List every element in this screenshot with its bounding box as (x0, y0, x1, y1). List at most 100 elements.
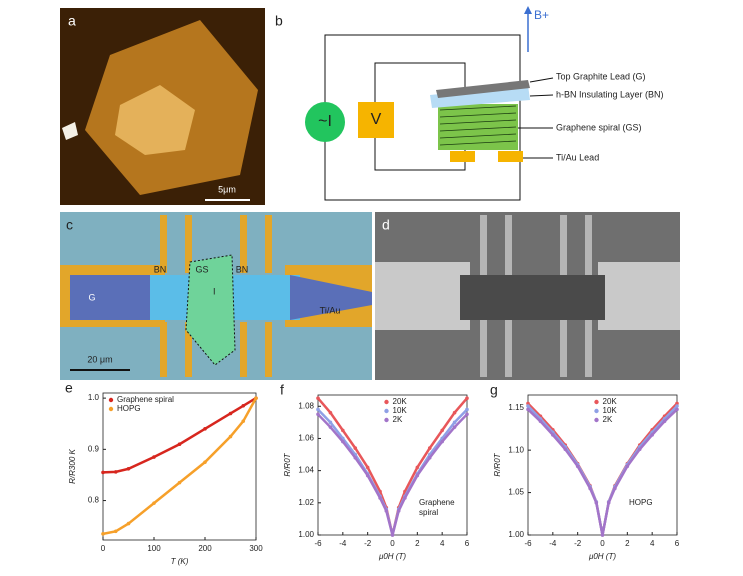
data-point (316, 407, 320, 412)
legend-marker (384, 417, 389, 423)
data-point (177, 442, 182, 447)
top-graphite (436, 80, 530, 98)
bn-layer (430, 85, 530, 108)
panel-letter: c (66, 217, 73, 233)
spiral-outline (185, 254, 236, 366)
afm-particle (62, 122, 78, 140)
y-tick-label: 1.05 (508, 488, 524, 497)
y-tick-label: 1.08 (298, 401, 314, 410)
data-point (152, 501, 156, 505)
data-point (675, 404, 679, 408)
x-axis-label: μ0H (T) (378, 552, 406, 561)
label: BN (154, 264, 167, 274)
x-tick-label: 4 (440, 539, 445, 548)
data-point (378, 496, 382, 500)
legend-label: 20K (393, 397, 408, 406)
y-tick-label: 1.00 (508, 530, 524, 539)
field-arrowhead (524, 6, 532, 14)
graphite (290, 275, 372, 320)
data-point (316, 396, 320, 401)
data-point (427, 455, 432, 460)
panel-letter: b (275, 13, 283, 29)
data-point (551, 433, 555, 437)
label: BN (236, 264, 249, 274)
graphene-spiral (438, 104, 518, 150)
label: Ti/Au (320, 305, 341, 315)
source-label: ~I (318, 113, 332, 130)
data-point (415, 465, 420, 470)
x-tick-label: 0 (390, 539, 395, 548)
data-point (316, 412, 320, 417)
afm-terrace (115, 85, 195, 155)
x-axis-label: μ0H (T) (588, 552, 616, 561)
data-point (606, 500, 611, 505)
data-point (415, 473, 420, 478)
data-point (403, 496, 407, 500)
label: GS (195, 264, 208, 274)
data-point (203, 460, 207, 464)
data-point (625, 464, 630, 469)
data-point (328, 410, 333, 415)
annotation: spiral (419, 508, 438, 517)
data-point (452, 410, 457, 415)
series-line (317, 413, 468, 536)
data-point (203, 427, 207, 431)
x-tick-label: 6 (675, 539, 680, 548)
x-tick-label: 100 (147, 544, 161, 553)
x-tick-label: -6 (314, 539, 322, 548)
legend-label: HOPG (117, 404, 141, 413)
y-tick-label: 1.06 (298, 434, 314, 443)
y-tick-label: 1.00 (298, 530, 314, 539)
data-point (390, 533, 395, 537)
electrode (598, 262, 680, 330)
data-point (440, 428, 444, 433)
data-point (384, 509, 389, 513)
fingers (160, 215, 272, 377)
label: G (88, 292, 95, 302)
data-point (365, 465, 370, 470)
data-point (228, 434, 233, 439)
legend-label: 2K (603, 415, 613, 424)
annotation: HOPG (629, 498, 653, 507)
legend-marker (108, 397, 114, 403)
legend-marker (594, 399, 599, 405)
x-tick-label: 0 (101, 544, 106, 553)
y-tick-label: 1.10 (508, 445, 524, 454)
x-tick-label: 2 (415, 539, 420, 548)
panel-letter: g (490, 382, 498, 398)
meter-label: V (371, 111, 382, 128)
data-point (328, 425, 333, 429)
panel-letter: a (68, 13, 76, 29)
data-point (526, 401, 530, 406)
data-point (113, 529, 118, 534)
data-point (241, 419, 246, 423)
data-point (575, 464, 580, 469)
data-point (538, 419, 543, 424)
label: I (213, 286, 216, 296)
legend-label: 20K (603, 397, 618, 406)
legend-marker (384, 408, 389, 414)
data-point (588, 486, 592, 491)
x-tick-label: -6 (524, 539, 532, 548)
data-point (353, 455, 358, 460)
y-tick-label: 1.15 (508, 403, 524, 412)
data-point (101, 470, 105, 475)
data-point (650, 433, 654, 437)
data-point (152, 455, 156, 459)
scale-label: 5μm (218, 184, 236, 194)
panel-letter: d (382, 217, 390, 233)
current-source (305, 102, 345, 142)
legend-label: 2K (393, 415, 403, 424)
data-point (600, 533, 605, 537)
y-axis-label: R/R0T (493, 452, 502, 476)
y-tick-label: 0.9 (88, 444, 100, 453)
y-tick-label: 0.8 (88, 496, 100, 505)
scale-label: 20 μm (87, 354, 112, 364)
label: Graphene spiral (GS) (556, 122, 642, 132)
y-axis-label: R/R0T (283, 452, 292, 476)
legend-marker (384, 399, 389, 405)
data-point (341, 439, 345, 444)
data-point (637, 447, 642, 452)
